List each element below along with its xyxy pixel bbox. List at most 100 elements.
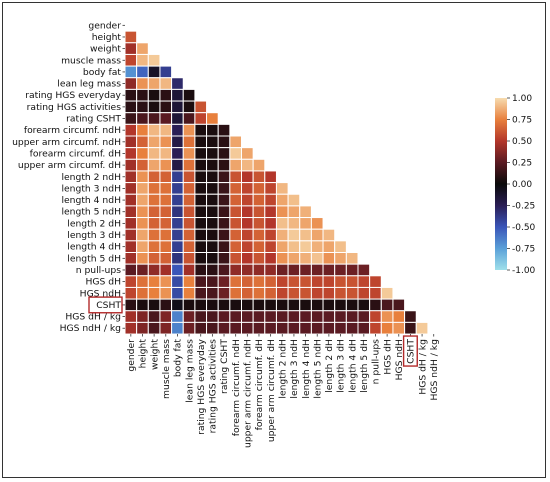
heatmap-cell bbox=[159, 252, 173, 265]
heatmap-cell bbox=[147, 135, 161, 149]
heatmap-cell bbox=[217, 286, 231, 300]
heatmap-cell bbox=[194, 135, 208, 149]
heatmap-cell bbox=[310, 217, 324, 230]
row-label: HGS ndH / kg bbox=[60, 323, 121, 334]
heatmap-cell bbox=[241, 298, 254, 312]
heatmap-cell bbox=[124, 263, 138, 277]
row-label: length 5 dH bbox=[67, 253, 121, 264]
heatmap-cell bbox=[124, 240, 138, 254]
heatmap-cell bbox=[206, 263, 219, 277]
heatmap-cell bbox=[241, 217, 254, 230]
heatmap-cell bbox=[182, 228, 196, 242]
heatmap-cell bbox=[159, 286, 173, 300]
heatmap-cell bbox=[229, 252, 243, 265]
row-label: length 2 dH bbox=[67, 218, 121, 229]
heatmap-cell bbox=[345, 321, 359, 335]
heatmap-cell bbox=[310, 252, 324, 265]
heatmap-cell bbox=[264, 240, 277, 254]
heatmap-cell bbox=[136, 158, 149, 172]
column-label: HGS dH bbox=[382, 339, 393, 375]
heatmap-cell bbox=[206, 310, 219, 323]
heatmap-cell bbox=[171, 252, 184, 265]
heatmap-cell bbox=[159, 182, 173, 195]
heatmap-cell bbox=[357, 310, 371, 323]
heatmap-cell bbox=[252, 228, 266, 242]
heatmap-cell bbox=[194, 158, 208, 172]
row-label: HGS dH / kg bbox=[65, 312, 121, 323]
heatmap-cell bbox=[310, 228, 324, 242]
column-label: rating HGS everyday bbox=[196, 338, 207, 434]
colorbar-tick-label: -0.75 bbox=[512, 245, 535, 255]
heatmap-cell bbox=[136, 263, 149, 277]
heatmap-cell bbox=[194, 310, 208, 323]
row-label: forearm circumf. dH bbox=[30, 148, 121, 159]
heatmap-cell bbox=[182, 252, 196, 265]
heatmap-cell bbox=[171, 205, 184, 219]
heatmap-cell bbox=[264, 298, 277, 312]
heatmap-cell bbox=[322, 286, 336, 300]
column-label: forearm circumf. dH bbox=[254, 339, 265, 430]
heatmap-cell bbox=[206, 286, 219, 300]
heatmap-cell bbox=[171, 263, 184, 277]
heatmap-cell bbox=[182, 170, 196, 184]
heatmap-cell bbox=[310, 275, 324, 288]
heatmap-cell bbox=[206, 193, 219, 207]
heatmap-cell bbox=[299, 275, 312, 288]
heatmap-cell bbox=[171, 217, 184, 230]
heatmap-cell bbox=[217, 193, 231, 207]
heatmap-cell bbox=[299, 321, 312, 335]
column-label: muscle mass bbox=[161, 339, 172, 399]
heatmap-cell bbox=[194, 205, 208, 219]
heatmap-cell bbox=[217, 310, 231, 323]
heatmap-cell bbox=[275, 217, 289, 230]
heatmap-cell bbox=[241, 321, 254, 335]
heatmap-cell bbox=[171, 310, 184, 323]
heatmap-cell bbox=[217, 135, 231, 149]
heatmap-cell bbox=[241, 158, 254, 172]
heatmap-cell bbox=[299, 252, 312, 265]
row-label: weight bbox=[90, 44, 121, 55]
heatmap-cell bbox=[322, 240, 336, 254]
heatmap-cell bbox=[182, 123, 196, 137]
heatmap-cell bbox=[334, 240, 347, 254]
heatmap-cell bbox=[147, 123, 161, 137]
heatmap-cell bbox=[124, 310, 138, 323]
heatmap-cell bbox=[147, 147, 161, 160]
heatmap-cell bbox=[217, 263, 231, 277]
heatmap-cell bbox=[159, 240, 173, 254]
heatmap-cell bbox=[182, 240, 196, 254]
heatmap-cell bbox=[241, 286, 254, 300]
row-label: muscle mass bbox=[61, 55, 121, 66]
heatmap-cell bbox=[357, 286, 371, 300]
column-label: upper arm circumf. dH bbox=[266, 339, 277, 442]
heatmap-cell bbox=[147, 240, 161, 254]
heatmap-cell bbox=[264, 321, 277, 335]
heatmap-cell bbox=[252, 263, 266, 277]
heatmap-cell bbox=[380, 310, 394, 323]
heatmap-cell bbox=[287, 275, 301, 288]
heatmap-cell bbox=[299, 205, 312, 219]
heatmap-cell bbox=[136, 193, 149, 207]
column-label: length 2 dH bbox=[324, 339, 335, 393]
heatmap-cell bbox=[334, 286, 347, 300]
heatmap-cell bbox=[299, 286, 312, 300]
heatmap-cell bbox=[252, 321, 266, 335]
heatmap-cell bbox=[171, 182, 184, 195]
colorbar-tick-label: 0.75 bbox=[512, 116, 532, 126]
heatmap-cell bbox=[182, 158, 196, 172]
heatmap-cell bbox=[159, 158, 173, 172]
heatmap-cell bbox=[217, 158, 231, 172]
heatmap-cell bbox=[241, 170, 254, 184]
heatmap-cell bbox=[310, 240, 324, 254]
heatmap-cell bbox=[147, 263, 161, 277]
heatmap-cell bbox=[136, 217, 149, 230]
heatmap-cell bbox=[229, 205, 243, 219]
column-label: rating HGS activities bbox=[208, 339, 219, 434]
heatmap-cell bbox=[182, 205, 196, 219]
heatmap-cell bbox=[206, 112, 219, 125]
row-label: HGS ndH bbox=[80, 288, 121, 299]
heatmap-cell bbox=[206, 240, 219, 254]
heatmap-cell bbox=[217, 298, 231, 312]
heatmap-cell bbox=[136, 42, 149, 55]
